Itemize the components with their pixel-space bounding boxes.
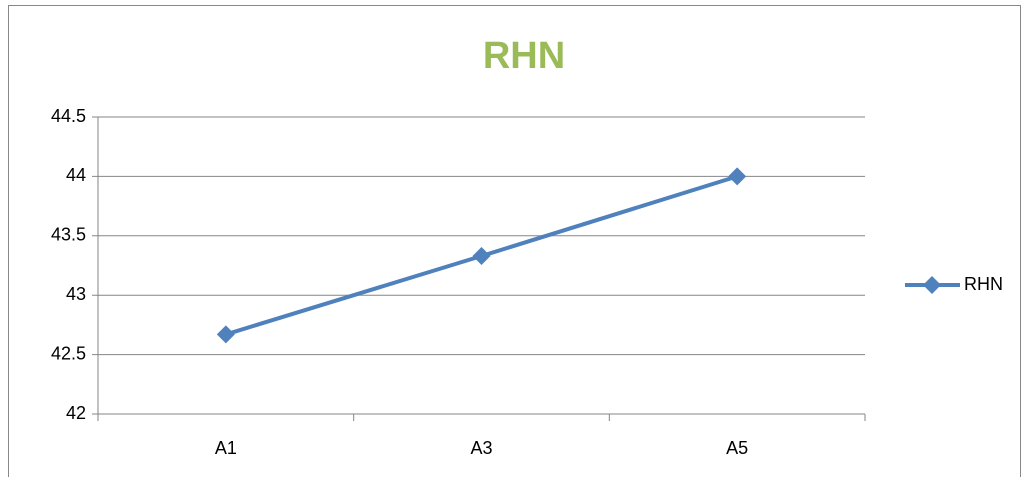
chart-title: RHN [483,35,565,77]
y-tick-label: 43.5 [51,225,86,245]
marker [216,325,235,344]
x-tick-label: A1 [215,438,237,458]
y-tick-label: 44.5 [51,106,86,126]
y-tick-label: 43 [66,284,86,304]
y-tick-label: 42 [66,403,86,423]
legend-label: RHN [964,274,1003,294]
x-tick-label: A5 [726,438,748,458]
legend-marker [923,276,941,294]
marker [728,167,747,186]
marker [472,246,491,265]
y-tick-label: 42.5 [51,343,86,363]
y-tick-label: 44 [66,165,86,185]
x-tick-label: A3 [470,438,492,458]
